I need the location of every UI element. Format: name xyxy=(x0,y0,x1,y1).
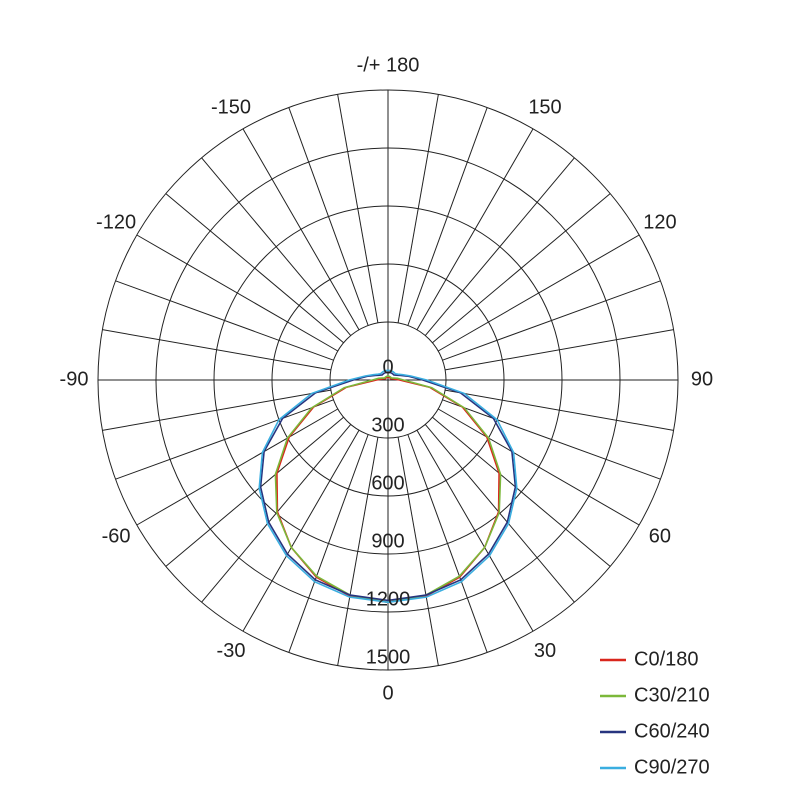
spoke xyxy=(337,437,379,666)
angle-label: -120 xyxy=(96,211,136,233)
angle-label: -60 xyxy=(102,525,131,547)
legend-label: C60/240 xyxy=(634,720,710,742)
spoke xyxy=(424,157,575,336)
spoke xyxy=(136,408,339,526)
spoke xyxy=(437,408,640,526)
spoke xyxy=(288,107,369,326)
radial-label: 1200 xyxy=(366,588,411,610)
angle-label: 150 xyxy=(528,96,561,118)
angle-label: 90 xyxy=(691,368,713,390)
spoke xyxy=(397,94,439,323)
spoke xyxy=(242,429,360,632)
spoke xyxy=(442,399,661,480)
spoke xyxy=(288,434,369,653)
spoke xyxy=(432,416,611,567)
spoke xyxy=(407,434,488,653)
angle-label: -/+ 180 xyxy=(357,54,420,76)
spoke xyxy=(115,399,334,480)
spoke xyxy=(201,157,352,336)
spoke xyxy=(432,193,611,344)
spoke xyxy=(416,429,534,632)
legend-label: C0/180 xyxy=(634,648,699,670)
spoke xyxy=(136,234,339,352)
radial-label: 1500 xyxy=(366,646,411,668)
angle-label: -30 xyxy=(217,640,246,662)
spoke xyxy=(445,389,674,431)
spoke xyxy=(416,128,534,331)
radial-label: 600 xyxy=(371,472,404,494)
curve xyxy=(258,369,518,604)
spoke xyxy=(407,107,488,326)
angle-label: -90 xyxy=(60,368,89,390)
angle-label: 0 xyxy=(382,682,393,704)
spoke xyxy=(102,329,331,371)
legend-label: C90/270 xyxy=(634,756,710,778)
spoke xyxy=(337,94,379,323)
angle-label: 30 xyxy=(534,640,556,662)
spoke xyxy=(242,128,360,331)
spoke xyxy=(424,424,575,603)
angle-label: 60 xyxy=(649,525,671,547)
spoke xyxy=(165,416,344,567)
radial-label: 900 xyxy=(371,530,404,552)
spoke xyxy=(437,234,640,352)
spoke xyxy=(445,329,674,371)
curve xyxy=(259,371,517,602)
angle-label: 120 xyxy=(643,211,676,233)
legend-label: C30/210 xyxy=(634,684,710,706)
radial-label: 300 xyxy=(371,414,404,436)
radial-label: 0 xyxy=(382,356,393,378)
spoke xyxy=(201,424,352,603)
spoke xyxy=(442,280,661,361)
angle-label: -150 xyxy=(211,96,251,118)
spoke xyxy=(102,389,331,431)
spoke xyxy=(115,280,334,361)
spoke xyxy=(397,437,439,666)
spoke xyxy=(165,193,344,344)
